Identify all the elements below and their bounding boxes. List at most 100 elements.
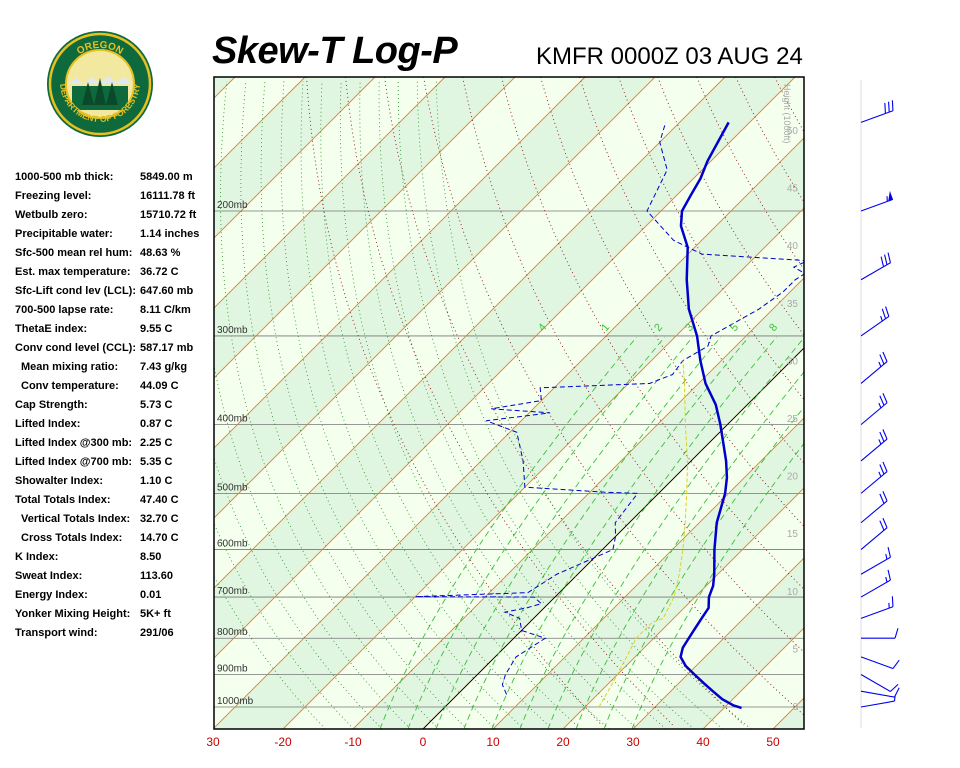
moist-adiabat xyxy=(260,80,496,729)
height-axis-label: Height (1000ft) xyxy=(782,84,792,144)
pressure-label: 1000mb xyxy=(217,696,254,707)
wind-barb xyxy=(860,656,900,670)
stat-value: 8.11 C/km xyxy=(140,304,191,316)
wind-barb xyxy=(860,695,896,708)
barb-full xyxy=(887,252,891,263)
stat-value: 5849.00 m xyxy=(140,171,193,183)
wind-barb xyxy=(860,100,894,123)
barb-half xyxy=(885,554,888,560)
barb-staff xyxy=(860,110,894,123)
barb-full xyxy=(890,683,899,692)
wind-barbs xyxy=(860,80,900,728)
barb-half xyxy=(878,471,882,477)
mixing-ratio-line xyxy=(519,336,778,729)
x-tick-label: 0 xyxy=(420,735,427,749)
oregon-forestry-logo: OREGON DEPARTMENT OF FORESTRY xyxy=(47,31,153,137)
barb-half xyxy=(880,315,883,322)
temperature-line xyxy=(679,121,742,710)
barb-full xyxy=(887,569,891,581)
height-tick: 35 xyxy=(787,299,799,310)
barb-full xyxy=(885,306,890,317)
moist-adiabat xyxy=(300,80,553,729)
mixing-ratio-line xyxy=(603,406,804,729)
barb-staff xyxy=(860,361,888,384)
barb-staff xyxy=(860,674,891,693)
pressure-label: 900mb xyxy=(217,664,248,675)
series-group xyxy=(415,121,804,710)
wind-barb xyxy=(861,628,899,639)
barb-full xyxy=(879,464,885,475)
stat-value: 15710.72 ft xyxy=(140,209,197,221)
chart-title: Skew-T Log-P xyxy=(212,30,458,72)
x-tick-label: 10 xyxy=(486,735,500,749)
isotherm-line xyxy=(492,417,804,729)
stat-value: 32.70 C xyxy=(140,513,179,525)
stat-value: 587.17 mb xyxy=(140,342,194,354)
barb-staff xyxy=(860,579,891,598)
stat-value: 44.09 C xyxy=(140,380,179,392)
mixing-ratio-line xyxy=(463,336,722,729)
barb-half xyxy=(878,439,882,445)
barb-staff xyxy=(860,262,891,281)
stat-label: Sfc-500 mean rel hum: xyxy=(15,247,133,259)
stat-value: 36.72 C xyxy=(140,266,179,278)
moist-adiabat xyxy=(320,80,582,729)
wind-barb xyxy=(860,674,899,693)
moist-adiabat xyxy=(435,80,752,729)
isotherm-line xyxy=(352,277,804,729)
pressure-label: 300mb xyxy=(217,325,248,336)
barb-full xyxy=(879,354,885,365)
moist-adiabat xyxy=(240,80,468,729)
isotherm-line xyxy=(214,77,726,589)
height-tick: 10 xyxy=(787,587,799,598)
barb-staff xyxy=(860,402,888,426)
axis-labels: 30 -20 -10 0 10 20 30 40 50200mb300mb400mb500mb6… xyxy=(206,84,798,749)
isotherm-line xyxy=(0,77,165,729)
stat-value: 47.40 C xyxy=(140,494,179,506)
wind-barb xyxy=(860,596,894,619)
x-tick-label: -10 xyxy=(344,735,362,749)
x-tick-label: 30 xyxy=(626,735,640,749)
barb-staff xyxy=(860,556,891,575)
x-tick-label: 50 xyxy=(766,735,780,749)
stat-label: Wetbulb zero: xyxy=(15,209,88,221)
barb-full xyxy=(892,659,900,669)
pressure-label: 600mb xyxy=(217,539,248,550)
barb-staff xyxy=(860,606,894,619)
isotherm-line xyxy=(214,77,446,309)
pressure-label: 200mb xyxy=(217,200,248,211)
barb-full xyxy=(882,517,888,528)
plot-frame xyxy=(213,76,805,730)
parcel-line xyxy=(598,360,689,708)
stat-value: 291/06 xyxy=(140,627,174,639)
stat-label: Sfc-Lift cond lev (LCL): xyxy=(15,285,136,297)
stat-value: 16111.78 ft xyxy=(140,190,196,202)
barb-full xyxy=(894,628,899,639)
barb-full xyxy=(891,596,894,607)
barb-full xyxy=(882,461,888,472)
barb-staff xyxy=(860,500,888,524)
barb-half xyxy=(878,361,882,367)
svg-text:OREGON: OREGON xyxy=(75,40,125,57)
height-tick: 5 xyxy=(792,644,798,655)
isotherm-line xyxy=(632,557,804,729)
stat-label: Mean mixing ratio: xyxy=(21,361,119,373)
stat-label: K Index: xyxy=(15,551,59,563)
mixing-ratio-line xyxy=(435,336,694,729)
stat-value: 1.10 C xyxy=(140,475,173,487)
stat-label: Lifted Index: xyxy=(15,418,81,430)
stat-value: 5K+ ft xyxy=(140,608,171,620)
stat-value: 8.50 xyxy=(140,551,162,563)
stat-label: Lifted Index @700 mb: xyxy=(15,456,133,468)
wind-barb xyxy=(860,461,888,494)
x-tick-label: -20 xyxy=(274,735,292,749)
barb-staff xyxy=(860,527,888,550)
barb-staff xyxy=(860,198,894,212)
pressure-label: 700mb xyxy=(217,586,248,597)
barb-full xyxy=(882,392,888,403)
temp-stripe xyxy=(214,77,235,98)
isotherm-line xyxy=(562,487,804,729)
isotherm-line xyxy=(214,77,376,239)
barb-full xyxy=(879,431,885,442)
barb-half xyxy=(878,402,882,409)
